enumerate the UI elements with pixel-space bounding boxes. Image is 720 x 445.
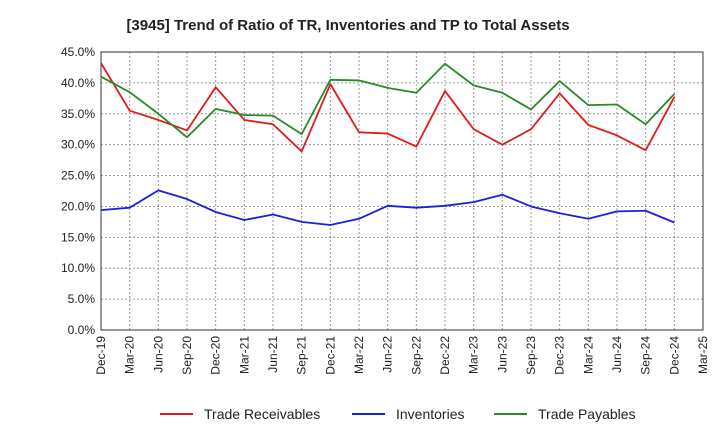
legend-label: Trade Receivables [204, 406, 320, 422]
x-tick-label: Sep-21 [295, 336, 309, 375]
x-tick-label: Jun-21 [266, 336, 280, 373]
x-tick-label: Mar-25 [696, 336, 710, 374]
x-tick-label: Dec-21 [323, 336, 337, 375]
x-tick-label: Mar-22 [352, 336, 366, 374]
legend-label: Inventories [396, 406, 464, 422]
x-tick-label: Sep-20 [180, 336, 194, 375]
y-tick-label: 40.0% [61, 76, 95, 90]
y-tick-label: 25.0% [61, 169, 95, 183]
series-line-2 [100, 189, 675, 226]
x-tick-label: Sep-22 [409, 336, 423, 375]
x-tick-label: Jun-23 [495, 336, 509, 373]
y-tick-label: 45.0% [61, 45, 95, 59]
x-tick-label: Jun-22 [381, 336, 395, 373]
legend-item-1: Trade Receivables [160, 406, 320, 422]
x-tick-label: Dec-20 [209, 336, 223, 375]
y-tick-label: 30.0% [61, 138, 95, 152]
x-tick-label: Mar-24 [581, 336, 595, 374]
x-tick-label: Mar-20 [123, 336, 137, 374]
plot-area: 0.0% 5.0% 10.0% 15.0% 20.0% 25.0% 30.0% 35.0% 40… [61, 45, 710, 375]
legend-item-2: Inventories [352, 406, 464, 422]
x-tick-label: Sep-23 [524, 336, 538, 375]
plot-background [101, 52, 703, 330]
series-line-1 [100, 62, 676, 153]
legend: Trade Receivables Inventories Trade Payabl… [160, 406, 636, 422]
chart-title: [3945] Trend of Ratio of TR, Inventories… [126, 17, 569, 34]
x-tick-label: Mar-21 [237, 336, 251, 374]
x-tick-label: Dec-24 [667, 336, 681, 375]
plot-frame [100, 51, 704, 331]
x-tick-label: Dec-22 [438, 336, 452, 375]
series-line-3 [100, 62, 675, 139]
y-tick-label: 20.0% [61, 199, 95, 213]
x-tick-label: Jun-20 [151, 336, 165, 373]
x-tick-label: Sep-24 [639, 336, 653, 375]
x-tick-label: Jun-24 [610, 336, 624, 373]
x-tick-label: Mar-23 [467, 336, 481, 374]
y-tick-label: 5.0% [68, 292, 96, 306]
legend-item-3: Trade Payables [494, 406, 636, 422]
x-tick-label: Dec-19 [94, 336, 108, 375]
y-tick-label: 35.0% [61, 107, 95, 121]
y-tick-label: 0.0% [68, 323, 96, 337]
legend-label: Trade Payables [538, 406, 636, 422]
y-tick-label: 15.0% [61, 230, 95, 244]
y-tick-label: 10.0% [61, 261, 95, 275]
x-tick-label: Dec-23 [553, 336, 567, 375]
